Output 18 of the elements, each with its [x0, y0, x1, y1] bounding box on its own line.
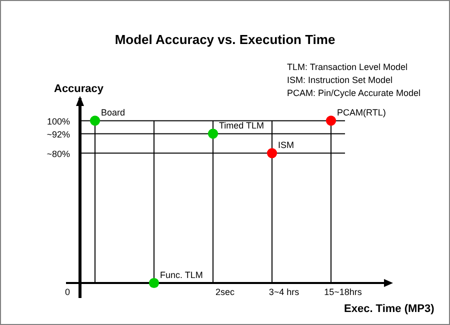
- text: TLM: Transaction Level Model: [287, 62, 408, 72]
- y-tick-label: 0: [64, 287, 70, 297]
- y-tick-label: ~92%: [46, 130, 70, 140]
- y-tick-label: 100%: [46, 116, 70, 127]
- series-label: Board: [101, 108, 126, 118]
- series-label: ISM: [278, 140, 294, 150]
- y-axis-title: Accuracy: [54, 83, 104, 95]
- chart-title: Model Accuracy vs. Execution Time: [114, 32, 336, 47]
- series-label: Func. TLM: [160, 270, 203, 280]
- text: ISM: Instruction Set Model: [287, 75, 393, 85]
- series-label: Timed TLM: [219, 120, 264, 131]
- x-axis-title: Exec. Time (MP3): [344, 303, 435, 315]
- x-tick-label: 15~18hrs: [324, 287, 362, 297]
- x-tick-label: 3~4 hrs: [268, 287, 300, 297]
- text: PCAM: Pin/Cycle Accurate Model: [287, 88, 421, 98]
- series-label: PCAM(RTL): [337, 108, 386, 118]
- x-tick-label: 2sec: [215, 287, 236, 297]
- y-tick-label: ~80%: [46, 149, 70, 160]
